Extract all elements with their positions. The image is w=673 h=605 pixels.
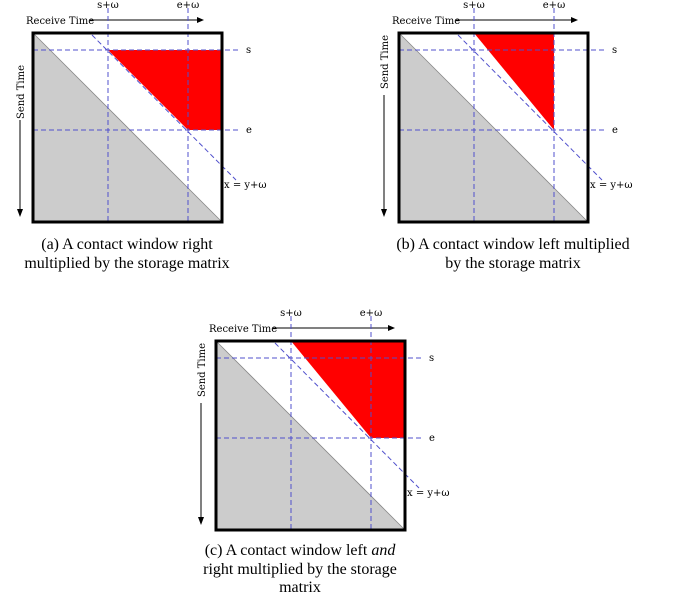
- s-plus-omega-label: s+ω: [280, 308, 302, 319]
- s-label: s: [429, 353, 434, 364]
- offset-diagonal-line: [457, 34, 603, 181]
- diagonal-label: x = y+ω: [407, 488, 450, 499]
- main-diagonal: [32, 32, 223, 223]
- send-time-label: Send Time: [380, 35, 391, 89]
- send-time-label: Send Time: [197, 343, 208, 397]
- diagonal-label: x = y+ω: [224, 180, 267, 191]
- e-label: e: [246, 125, 252, 136]
- s-plus-omega-label: s+ω: [97, 0, 119, 11]
- receive-time-arrow-head: [388, 325, 395, 331]
- diagram-c: Receive Time Send Time s+ω e+ω s e x = y…: [197, 308, 450, 532]
- e-plus-omega-label: e+ω: [543, 0, 565, 11]
- caption-a: (a) A contact window right multiplied by…: [24, 236, 230, 272]
- caption-c-emphasis: and: [371, 542, 396, 559]
- storage-matrix-frame: [214, 339, 407, 532]
- send-time-arrow-head: [198, 517, 204, 525]
- caption-c-end: right multiplied by the storage matrix: [203, 560, 397, 597]
- s-label: s: [612, 45, 617, 56]
- send-time-arrow-head: [381, 209, 387, 217]
- main-diagonal: [398, 32, 589, 223]
- caption-c: (c) A contact window left and right mult…: [200, 542, 400, 598]
- e-plus-omega-label: e+ω: [177, 0, 199, 11]
- caption-b: (b) A contact window left multiplied by …: [396, 236, 630, 272]
- panel-b: Receive Time Send Time s+ω e+ω s e x = y…: [366, 0, 646, 235]
- diagram-a: Receive Time Send Time s+ω e+ω s e x = y…: [16, 0, 267, 224]
- receive-time-arrow-head: [197, 17, 204, 23]
- caption-c-start: (c) A contact window left: [204, 542, 372, 559]
- diagonal-label: x = y+ω: [590, 180, 633, 191]
- offset-diagonal-line: [91, 34, 237, 181]
- e-label: e: [429, 433, 435, 444]
- panel-c: Receive Time Send Time s+ω e+ω s e x = y…: [183, 308, 463, 543]
- s-plus-omega-label: s+ω: [463, 0, 485, 11]
- e-plus-omega-label: e+ω: [360, 308, 382, 319]
- diagram-b: Receive Time Send Time s+ω e+ω s e x = y…: [380, 0, 633, 224]
- panel-a: Receive Time Send Time s+ω e+ω s e x = y…: [0, 0, 267, 235]
- receive-time-label: Receive Time: [392, 16, 460, 27]
- receive-time-label: Receive Time: [209, 324, 277, 335]
- e-label: e: [612, 125, 618, 136]
- send-time-arrow-head: [17, 209, 23, 217]
- offset-diagonal-line: [274, 342, 420, 489]
- receive-time-arrow-head: [571, 17, 578, 23]
- s-label: s: [246, 45, 251, 56]
- storage-matrix-frame: [397, 31, 590, 224]
- main-diagonal: [215, 340, 406, 531]
- storage-matrix-frame: [31, 31, 224, 224]
- contact-window-region: [108, 50, 222, 130]
- contact-window-region: [474, 33, 554, 130]
- receive-time-label: Receive Time: [26, 16, 94, 27]
- contact-window-region: [291, 341, 405, 438]
- send-time-label: Send Time: [16, 65, 27, 119]
